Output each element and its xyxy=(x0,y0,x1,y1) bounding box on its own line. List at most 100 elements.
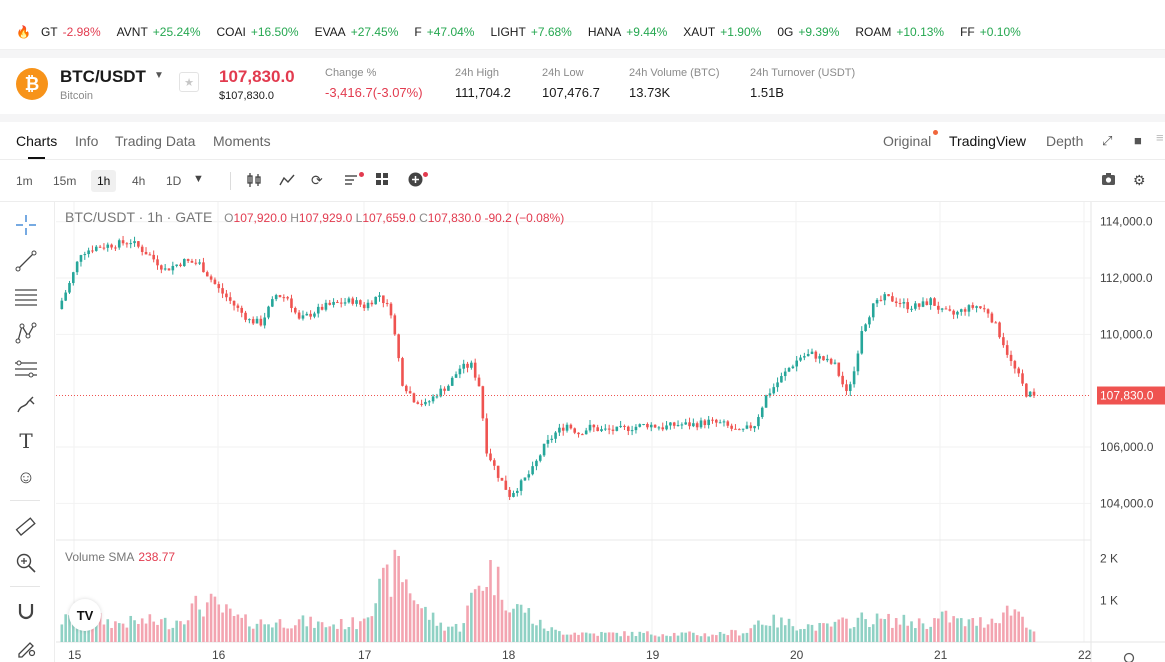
menu-icon[interactable]: ≡ xyxy=(1156,130,1164,145)
tradingview-logo[interactable]: TV xyxy=(69,599,101,631)
candle-body xyxy=(129,243,133,245)
candle-body xyxy=(320,306,324,310)
layout-square-icon[interactable]: ■ xyxy=(1134,133,1142,148)
ruler-icon[interactable] xyxy=(12,514,40,540)
volume-bar xyxy=(757,620,760,642)
volume-bar xyxy=(619,636,622,642)
expand-icon[interactable]: ⤢ xyxy=(1102,133,1113,148)
tab-trading-data[interactable]: Trading Data xyxy=(115,133,196,149)
tab-charts[interactable]: Charts xyxy=(16,133,58,149)
emoji-icon[interactable]: ☺ xyxy=(16,466,36,487)
magnet-icon[interactable] xyxy=(12,598,40,624)
ticker-item[interactable]: XAUT +1.90% xyxy=(683,25,761,39)
ticker-item[interactable]: 0G +9.39% xyxy=(777,25,839,39)
volume-bar xyxy=(148,614,152,642)
candle-body xyxy=(967,305,971,312)
templates-icon[interactable] xyxy=(344,172,360,191)
layout-grid-icon[interactable] xyxy=(375,172,389,189)
candle-body xyxy=(565,424,569,431)
ticker-item[interactable]: LIGHT +7.68% xyxy=(490,25,571,39)
candle-body xyxy=(806,353,810,357)
volume-bar xyxy=(1009,615,1013,642)
volume-bar xyxy=(508,612,511,642)
ticker-item[interactable]: EVAA +27.45% xyxy=(315,25,399,39)
volume-bar xyxy=(512,608,515,642)
ticker-item[interactable]: FF +0.10% xyxy=(960,25,1021,39)
volume-bar xyxy=(470,592,473,642)
ticker-item[interactable]: ROAM +10.13% xyxy=(855,25,944,39)
price-chart[interactable]: 114,000.0 112,000.0 110,000.0 106,000.0 104,… xyxy=(56,202,1165,662)
timeframe-1m[interactable]: 1m xyxy=(16,174,33,188)
volume-bar xyxy=(626,635,630,642)
ticker-item[interactable]: COAI +16.50% xyxy=(217,25,299,39)
candle-body xyxy=(72,272,75,284)
volume-bar xyxy=(389,596,393,642)
tab-info[interactable]: Info xyxy=(75,133,99,149)
ticker-item[interactable]: F +47.04% xyxy=(414,25,474,39)
candle-body xyxy=(795,360,798,367)
candle-body xyxy=(619,425,622,427)
caret-down-icon[interactable]: ▼ xyxy=(193,173,204,185)
zoom-in-icon[interactable] xyxy=(12,550,40,576)
lock-drawing-icon[interactable] xyxy=(12,634,40,660)
candle-body xyxy=(316,306,320,314)
volume-bar xyxy=(248,626,251,642)
volume-bar xyxy=(519,604,523,642)
volume-bar xyxy=(244,614,247,642)
candle-body xyxy=(604,428,607,430)
bitcoin-icon: ₿ xyxy=(16,68,48,100)
replay-icon[interactable]: ⟳ xyxy=(311,172,323,188)
ticker-item[interactable]: HANA +9.44% xyxy=(588,25,667,39)
candle-body xyxy=(496,465,500,478)
caret-down-icon[interactable]: ▼ xyxy=(154,70,164,81)
tab-original[interactable]: Original xyxy=(883,133,932,149)
timeframe-1h[interactable]: 1h xyxy=(91,170,117,192)
candle-body xyxy=(600,429,603,432)
timeframe-1d[interactable]: 1D xyxy=(166,174,182,188)
candlestick-icon[interactable] xyxy=(246,172,262,191)
add-icon[interactable] xyxy=(408,172,423,190)
tab-tradingview[interactable]: TradingView xyxy=(949,133,1027,149)
candle-body xyxy=(255,318,259,324)
projection-icon[interactable] xyxy=(12,356,40,382)
legend-ohlc: O107,920.0 H107,929.0 L107,659.0 C107,83… xyxy=(224,211,564,225)
volume-bar xyxy=(879,618,883,642)
camera-icon[interactable] xyxy=(1101,172,1116,189)
chart-canvas[interactable]: 114,000.0 112,000.0 110,000.0 106,000.0 104,… xyxy=(56,202,1165,662)
pattern-icon[interactable] xyxy=(12,320,40,346)
ticker-symbol: FF xyxy=(960,24,975,39)
volume-bar xyxy=(588,633,592,642)
volume-bar xyxy=(362,618,366,642)
volume-bar xyxy=(324,627,328,642)
timeframe-15m[interactable]: 15m xyxy=(53,174,77,188)
candle-body xyxy=(676,425,680,427)
settings-gear-icon[interactable]: ⚙ xyxy=(1133,172,1146,188)
volume-bar xyxy=(427,619,431,642)
crosshair-icon[interactable] xyxy=(12,212,40,238)
ticker-item[interactable]: AVNT +25.24% xyxy=(117,25,201,39)
horizontal-lines-icon[interactable] xyxy=(12,284,40,310)
tab-depth[interactable]: Depth xyxy=(1046,133,1084,149)
volume-bar xyxy=(313,627,316,642)
candle-body xyxy=(531,466,534,475)
volume-bar xyxy=(175,620,178,642)
candle-body xyxy=(473,362,477,378)
text-tool-icon[interactable]: T xyxy=(19,429,33,453)
low-label: L xyxy=(355,211,363,225)
candle-body xyxy=(466,363,469,368)
x-axis-tick-label: 21 xyxy=(934,648,948,662)
candle-body xyxy=(500,477,504,481)
candle-body xyxy=(634,426,638,431)
candle-body xyxy=(481,386,485,419)
trend-line-icon[interactable] xyxy=(12,248,40,274)
pair-selector[interactable]: BTC/USDT xyxy=(60,67,146,86)
ticker-item[interactable]: GT -2.98% xyxy=(41,25,101,39)
tab-moments[interactable]: Moments xyxy=(213,133,271,149)
volume-bar xyxy=(473,589,477,642)
indicators-icon[interactable] xyxy=(279,172,295,191)
volume-bar xyxy=(990,618,994,642)
last-price: 107,830.0 xyxy=(219,67,295,86)
timeframe-4h[interactable]: 4h xyxy=(132,174,146,188)
brush-icon[interactable] xyxy=(12,392,40,418)
favorite-star-icon[interactable]: ★ xyxy=(179,72,199,92)
